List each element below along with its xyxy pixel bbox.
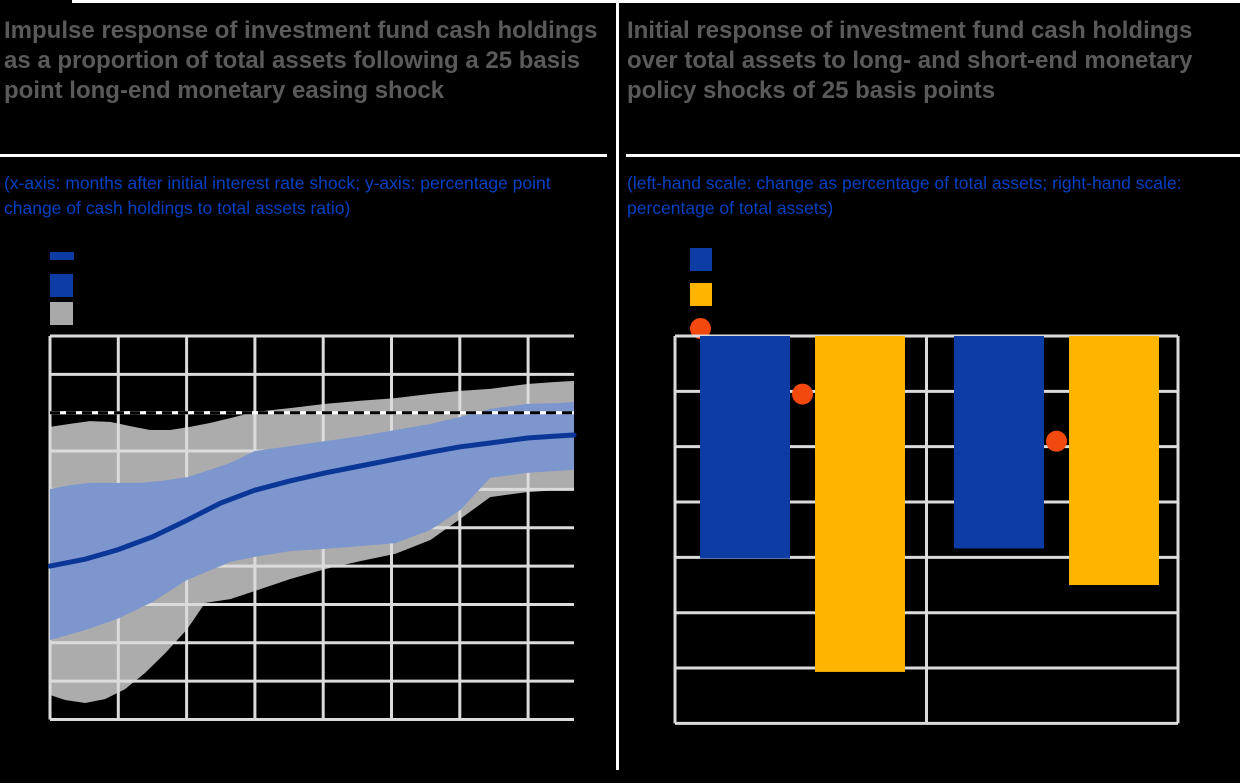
legend-square-swatch-inner-band [50,274,73,297]
legend-square-swatch-long-end [690,248,712,271]
bar-group1-yellow [815,336,905,672]
legend-line-swatch-median [50,252,74,260]
right-header-rule [626,154,1240,157]
initial-response-bar-chart [673,334,1180,725]
right-panel-title: Initial response of investment fund cash… [627,17,1193,104]
bar-group2-yellow [1069,336,1159,586]
bar-group2-blue [954,336,1044,549]
top-rule [72,0,1240,3]
legend-square-swatch-outer-band [50,302,73,325]
legend-square-swatch-short-end [690,283,712,306]
rhs-dot-group2 [1046,430,1067,452]
legend-circle-swatch-rhs-level [690,318,711,339]
left-panel-subtitle: (x-axis: months after initial interest r… [4,173,551,218]
impulse-response-fan-chart [48,334,577,721]
right-panel-subtitle: (left-hand scale: change as percentage o… [627,173,1182,218]
panel-divider [616,2,619,770]
left-header-rule [0,154,607,157]
bar-group1-blue [700,336,790,559]
rhs-dot-group1 [792,383,813,405]
left-panel-title: Impulse response of investment fund cash… [4,17,598,104]
